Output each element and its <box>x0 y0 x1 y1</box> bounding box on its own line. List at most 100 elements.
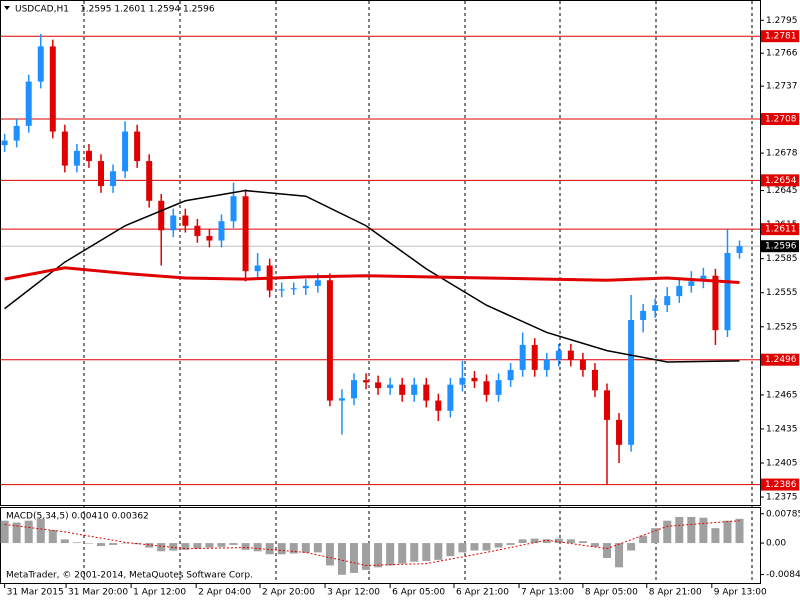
macd-bar <box>313 543 322 553</box>
macd-bar <box>566 539 575 544</box>
candle-body <box>411 384 418 395</box>
signal-line <box>4 520 740 566</box>
candle-body <box>676 285 683 297</box>
level-label: 1.2708 <box>765 115 797 125</box>
y-tick-label: 1.2435 <box>766 424 798 434</box>
candle-body <box>314 280 321 286</box>
macd-bar <box>494 543 503 548</box>
macd-bar <box>12 522 21 544</box>
level-tag <box>761 353 799 366</box>
macd-bar <box>60 539 69 544</box>
candle-body <box>507 369 514 381</box>
candle-body <box>326 280 333 401</box>
macd-bar <box>48 530 57 544</box>
x-tick-label: 6 Apr 05:00 <box>392 588 445 598</box>
x-tick-label: 31 Mar 20:00 <box>68 588 128 598</box>
macd-bar <box>145 543 154 548</box>
level-tag <box>761 478 799 491</box>
macd-bar <box>109 543 118 545</box>
macd-bar <box>446 543 455 557</box>
macd-bar <box>36 518 45 544</box>
candle-body <box>519 344 526 370</box>
macd-bar <box>711 528 720 544</box>
macd-bar <box>687 516 696 544</box>
macd-bar <box>24 520 33 544</box>
macd-bar <box>470 543 479 551</box>
candle-body <box>724 253 731 331</box>
y-tick-label: 1.2555 <box>766 288 798 298</box>
candle-body <box>25 81 32 126</box>
candle-body <box>363 380 370 383</box>
candle-body <box>302 285 309 289</box>
y-tick-label: 1.2766 <box>766 49 798 59</box>
candle-body <box>170 215 177 231</box>
macd-bar <box>157 543 166 552</box>
menu-arrow[interactable] <box>4 6 10 10</box>
candle-body <box>85 150 92 162</box>
macd-bar <box>590 543 599 547</box>
macd-bar <box>663 520 672 544</box>
macd-bar <box>253 543 262 552</box>
candle-body <box>206 235 213 241</box>
moving-average <box>4 266 740 285</box>
day-separators <box>83 1 753 583</box>
candle-body <box>194 225 201 236</box>
candle-body <box>158 200 165 231</box>
macd-bar <box>675 516 684 544</box>
macd-bar <box>362 543 371 570</box>
macd-bar <box>542 539 551 544</box>
y-tick-label: 1.2465 <box>766 390 798 400</box>
macd-bar <box>578 541 587 544</box>
level-label: 1.2611 <box>765 225 797 235</box>
y-tick-label: 1.2678 <box>766 149 798 159</box>
macd-bar <box>205 543 214 548</box>
macd-bar <box>627 543 636 551</box>
candle-body <box>603 390 610 420</box>
macd-bar <box>506 543 515 545</box>
candle-body <box>700 275 707 282</box>
macd-panel <box>0 507 761 584</box>
macd-bar <box>337 543 346 575</box>
level-tag <box>761 174 799 187</box>
y-tick-label: 0.00 <box>766 539 786 549</box>
symbol: USDCAD,H1 <box>15 5 69 15</box>
y-tick-label: 1.2585 <box>766 254 798 264</box>
candle-body <box>13 125 20 141</box>
candle-body <box>447 384 454 411</box>
macd-bar <box>193 543 202 549</box>
candle-body <box>375 382 382 389</box>
candle-body <box>531 344 538 370</box>
candle-body <box>278 289 285 291</box>
macd-bar <box>265 543 274 555</box>
candle-body <box>399 384 406 395</box>
level-label: 1.2781 <box>765 32 797 42</box>
level-tag <box>761 223 799 236</box>
candle-body <box>230 196 237 222</box>
x-tick-label: 8 Apr 21:00 <box>649 588 702 598</box>
candle-body <box>61 131 68 166</box>
macd-bar <box>181 543 190 550</box>
y-tick-label: 1.2525 <box>766 322 798 332</box>
candle-body <box>254 265 261 272</box>
y-tick-label: 1.2645 <box>766 186 798 196</box>
candle-body <box>218 221 225 241</box>
x-tick-label: 1 Apr 12:00 <box>133 588 186 598</box>
candle-body <box>664 296 671 306</box>
candle-body <box>338 398 345 401</box>
macd-bar <box>398 543 407 564</box>
x-tick-label: 31 Mar 2015 <box>7 588 64 598</box>
level-label: 1.2386 <box>765 480 797 490</box>
price-panel <box>0 0 761 506</box>
bid-label: 1.2596 <box>765 242 797 252</box>
copyright: MetaTrader, © 2001-2014, MetaQuotes Soft… <box>6 571 253 581</box>
level-label: 1.2654 <box>765 176 797 186</box>
macd-bar <box>518 539 527 544</box>
x-tick-label: 6 Apr 21:00 <box>456 588 509 598</box>
candle-body <box>146 161 153 201</box>
candle-body <box>1 140 8 146</box>
macd-bar <box>482 543 491 551</box>
macd-bar <box>325 543 334 566</box>
level-label: 1.2496 <box>765 355 797 365</box>
